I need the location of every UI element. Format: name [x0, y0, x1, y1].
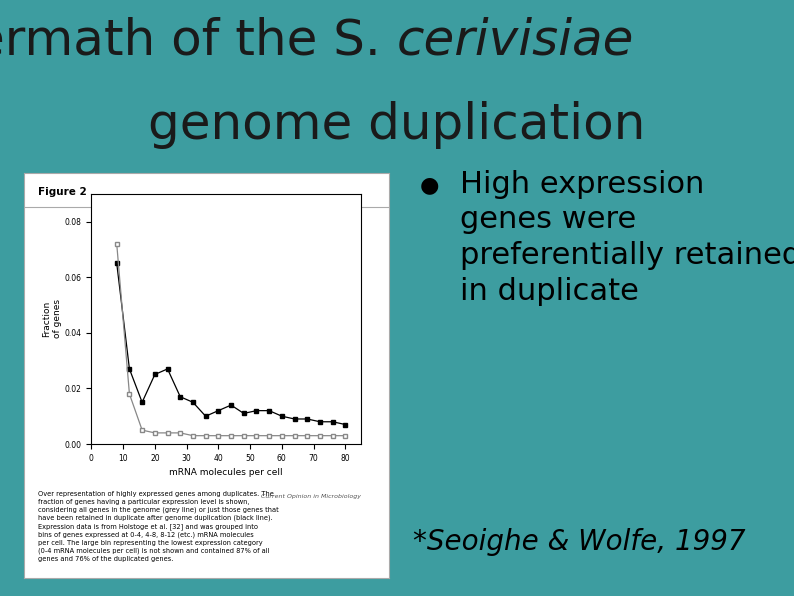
Text: Figure 2: Figure 2: [38, 187, 87, 197]
Text: High expression
genes were
preferentially retained
in duplicate: High expression genes were preferentiall…: [461, 169, 794, 306]
Text: *Seoighe & Wolfe, 1997: *Seoighe & Wolfe, 1997: [413, 529, 746, 556]
Text: genome duplication: genome duplication: [148, 101, 646, 149]
Text: Aftermath of the S.: Aftermath of the S.: [0, 16, 397, 64]
X-axis label: mRNA molecules per cell: mRNA molecules per cell: [169, 468, 283, 477]
Text: Over representation of highly expressed genes among duplicates. The
fraction of : Over representation of highly expressed …: [38, 491, 279, 562]
Text: cerivisiae: cerivisiae: [397, 16, 634, 64]
Text: ●: ●: [420, 175, 440, 195]
Y-axis label: Fraction
of genes: Fraction of genes: [42, 299, 62, 339]
Text: Current Opinion in Microbiology: Current Opinion in Microbiology: [261, 494, 361, 499]
